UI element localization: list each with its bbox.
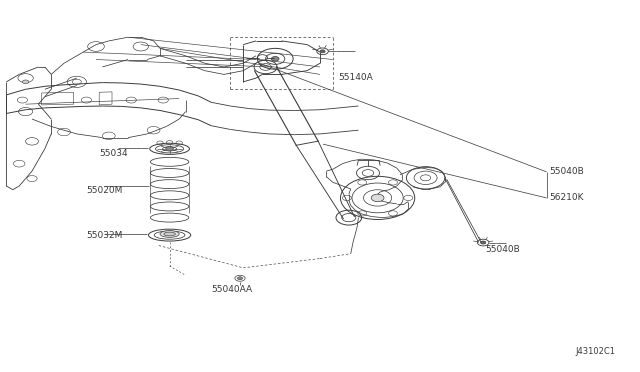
Text: 55040B: 55040B [485,245,520,254]
Text: 55040B: 55040B [549,167,584,176]
Text: 55140A: 55140A [338,73,372,82]
Circle shape [481,241,486,244]
Circle shape [166,147,173,151]
Text: 55034: 55034 [99,149,128,158]
Circle shape [22,80,29,84]
Ellipse shape [164,232,175,236]
Circle shape [271,57,279,61]
Circle shape [320,50,325,53]
Text: 55020M: 55020M [86,186,123,195]
Circle shape [237,277,243,280]
Text: 56210K: 56210K [549,193,584,202]
Text: 55032M: 55032M [86,231,123,240]
Text: J43102C1: J43102C1 [576,347,616,356]
Ellipse shape [160,231,179,237]
Circle shape [371,194,384,202]
Text: 55040AA: 55040AA [211,285,252,294]
